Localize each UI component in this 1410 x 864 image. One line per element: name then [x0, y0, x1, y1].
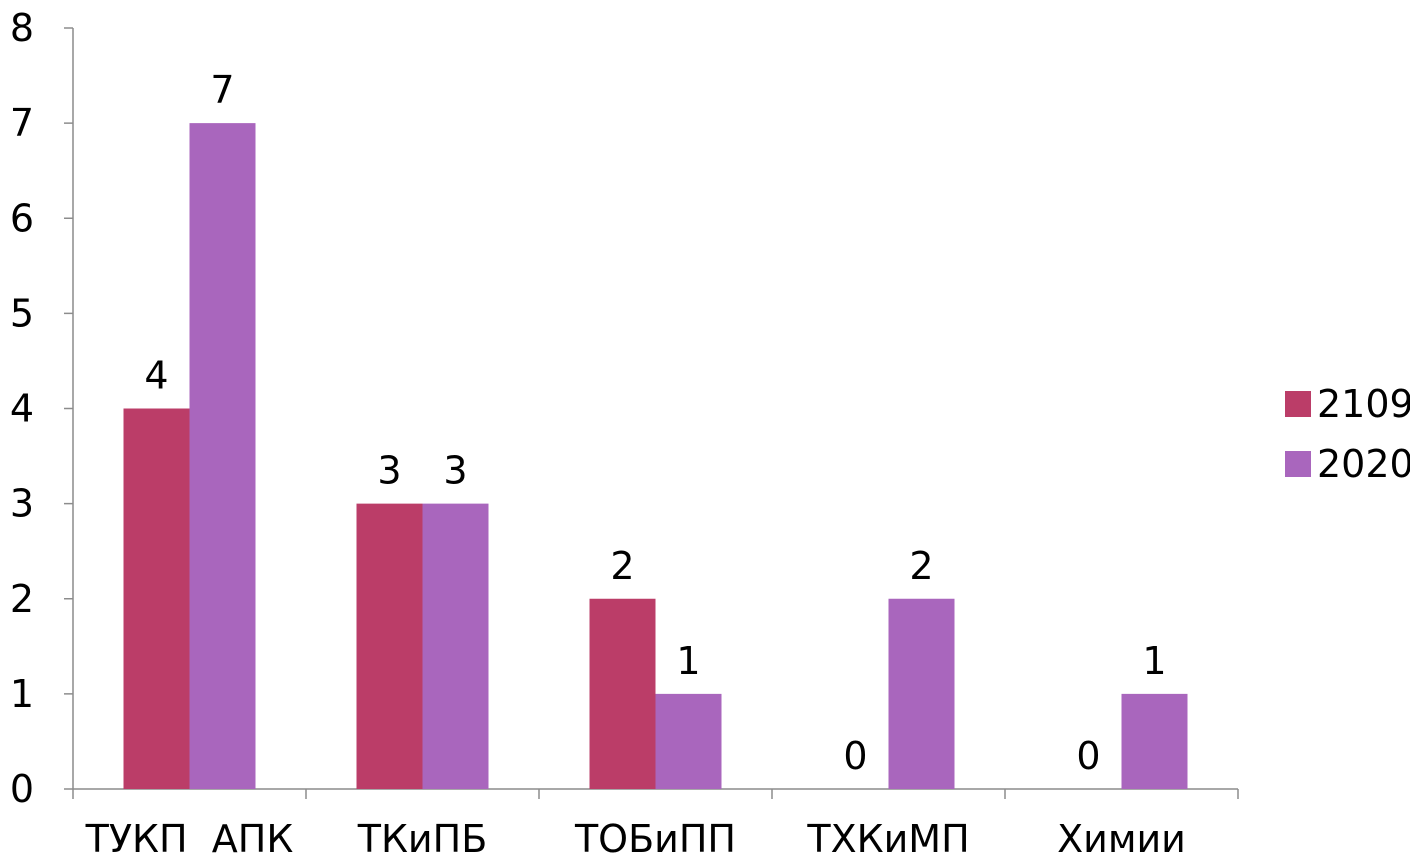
bar-2020-4: [1121, 693, 1188, 789]
data-label: 1: [676, 639, 700, 683]
bar-2109-2: [589, 598, 656, 789]
x-category-label: ТОБиПП: [574, 817, 736, 860]
data-label: 2: [610, 544, 634, 588]
bar-2109-0: [123, 408, 190, 789]
y-tick-label: 7: [10, 101, 34, 145]
data-label: 3: [377, 449, 401, 493]
data-label: 0: [843, 734, 867, 778]
y-tick-label: 6: [10, 196, 34, 240]
data-label: 7: [210, 68, 234, 112]
y-tick-label: 8: [10, 6, 34, 50]
bar-2109-1: [356, 503, 423, 789]
x-category-label: ТХКиМП: [806, 817, 969, 860]
y-tick-label: 5: [10, 291, 34, 335]
data-label: 2: [909, 544, 933, 588]
x-category-label: ТКиПБ: [357, 817, 488, 860]
legend-label: 2109: [1317, 382, 1410, 426]
bar-2020-3: [888, 598, 955, 789]
bars: [123, 123, 1188, 789]
y-tick-label: 0: [10, 767, 34, 811]
y-tick-label: 3: [10, 482, 34, 526]
data-label: 1: [1142, 639, 1166, 683]
bar-2020-0: [189, 123, 256, 789]
x-category-label: ТУКП АПК: [85, 817, 294, 860]
y-tick-label: 1: [10, 672, 34, 716]
data-label: 0: [1076, 734, 1100, 778]
bar-2020-2: [655, 693, 722, 789]
data-labels: 4 7 3 3 2 1 0 2 0 1: [144, 68, 1166, 778]
y-axis: 0 1 2 3 4 5 6 7 8: [10, 6, 74, 811]
y-tick-label: 4: [10, 387, 34, 431]
legend: 2109 2020: [1285, 382, 1410, 486]
x-category-label: Химии: [1057, 817, 1186, 860]
legend-swatch-2020: [1285, 451, 1311, 477]
bar-2020-1: [422, 503, 489, 789]
legend-label: 2020: [1317, 442, 1410, 486]
data-label: 3: [443, 449, 467, 493]
data-label: 4: [144, 354, 168, 398]
x-axis: ТУКП АПК ТКиПБ ТОБиПП ТХКиМП Химии: [72, 788, 1239, 861]
legend-swatch-2109: [1285, 391, 1311, 417]
y-tick-label: 2: [10, 577, 34, 621]
